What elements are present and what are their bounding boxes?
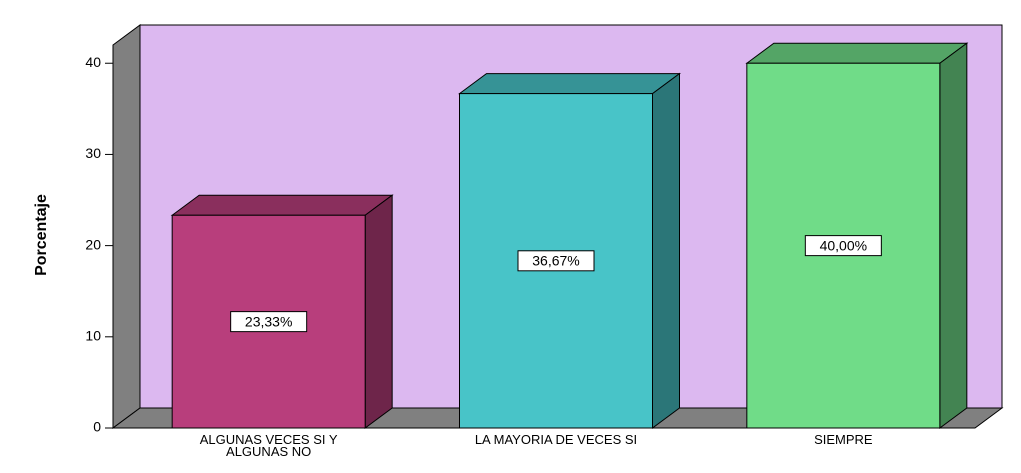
bar-side	[939, 42, 968, 429]
x-tick-label: LA MAYORIA DE VECES SI	[474, 432, 638, 447]
value-label-box	[517, 250, 595, 272]
y-tick-label: 20	[85, 236, 101, 252]
y-tick-label: 30	[85, 145, 101, 161]
bar-top	[745, 42, 969, 64]
bar-side	[652, 72, 680, 429]
bar-top	[170, 194, 394, 216]
value-label-box	[230, 311, 308, 333]
value-label: 23,33%	[245, 313, 292, 329]
x-tick-label: ALGUNAS VECES SI Y ALGUNAS NO	[199, 432, 338, 459]
bar-top	[457, 73, 682, 95]
value-label: 40,00%	[820, 237, 867, 253]
y-tick-label: 10	[85, 328, 101, 344]
bar-side	[364, 194, 393, 429]
value-label: 36,67%	[532, 253, 579, 269]
y-tick-label: 40	[85, 54, 101, 70]
value-label-box	[804, 235, 882, 257]
y-axis-label: Porcentaje	[33, 194, 50, 276]
side-wall	[112, 24, 141, 429]
y-tick-label: 0	[93, 419, 101, 435]
x-tick-label: SIEMPRE	[814, 432, 873, 447]
